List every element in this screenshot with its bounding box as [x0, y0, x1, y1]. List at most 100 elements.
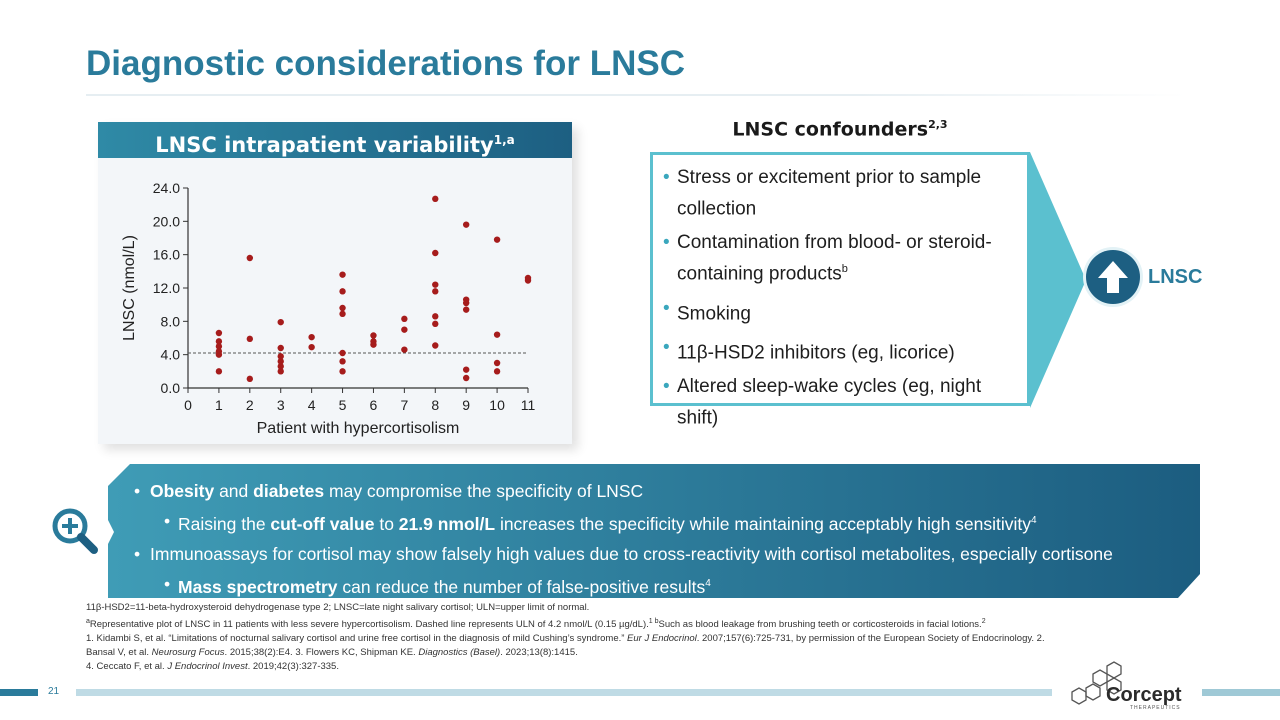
x-tick-label: 3: [277, 397, 285, 413]
x-tick-label: 8: [431, 397, 439, 413]
x-tick-label: 7: [400, 397, 408, 413]
journal: Diagnostics (Basel): [418, 647, 501, 659]
confounder-item: Smoking: [663, 296, 1017, 327]
confounder-text: 11β-HSD2 inhibitors (eg, licorice): [677, 342, 955, 364]
corcept-logo-icon: [1071, 661, 1122, 705]
data-point: [432, 195, 439, 203]
confounder-sup: b: [841, 263, 848, 276]
note-text: Representative plot of LNSC in 11 patien…: [89, 619, 649, 631]
ref-text: 1. Kidambi S, et al. “Limitations of noc…: [86, 633, 628, 645]
emph-text: 21.9 nmol/L: [398, 513, 496, 534]
data-point: [277, 358, 284, 365]
y-tick-label: 4.0: [161, 347, 181, 363]
confounders-title-text: LNSC confounders: [732, 118, 929, 141]
chevron-arrow-icon: [1030, 152, 1086, 408]
confounders-box: Stress or excitement prior to sample col…: [650, 152, 1030, 429]
y-tick-label: 24.0: [153, 180, 180, 196]
confounder-item: 11β-HSD2 inhibitors (eg, licorice): [663, 335, 1017, 366]
abbreviations: 11β-HSD2=11-beta-hydroxysteroid dehydrog…: [86, 602, 590, 613]
data-point: [339, 288, 346, 295]
x-tick-label: 6: [370, 397, 378, 413]
banner-text: Obesity and diabetes may compromise the …: [130, 476, 1190, 602]
y-tick-label: 20.0: [153, 213, 180, 229]
data-point: [308, 333, 315, 341]
data-point: [339, 358, 346, 365]
data-point: [462, 374, 470, 382]
x-tick-label: 9: [462, 397, 470, 413]
banner-subbullet: Mass spectrometry can reduce the number …: [130, 569, 1190, 602]
title-divider: [86, 94, 1186, 96]
x-axis-label: Patient with hypercortisolism: [257, 420, 460, 437]
x-tick-label: 11: [521, 397, 536, 413]
magnify-icon: [34, 494, 114, 570]
data-point: [401, 315, 408, 323]
ref-text: . 2023;13(8):1415.: [500, 647, 578, 659]
text: increases the specificity while maintain…: [495, 513, 1032, 534]
references: 1. Kidambi S, et al. “Limitations of noc…: [86, 632, 1066, 660]
text: Raising the: [178, 513, 271, 534]
chart-header-text: LNSC intrapatient variability: [155, 133, 494, 157]
confounder-text: Stress or excitement prior to sample col…: [677, 167, 982, 220]
x-tick-label: 0: [184, 397, 192, 413]
data-point: [308, 343, 315, 351]
banner-bullet: Immunoassays for cortisol may show false…: [130, 539, 1190, 569]
data-point: [277, 318, 284, 326]
references: 4. Ceccato F, et al. J Endocrinol Invest…: [86, 660, 1066, 674]
data-point: [246, 254, 254, 262]
y-tick-label: 0.0: [161, 380, 181, 396]
data-point: [524, 274, 532, 282]
x-tick-label: 4: [308, 397, 316, 413]
footnotes: 11β-HSD2=11-beta-hydroxysteroid dehydrog…: [86, 601, 1066, 674]
confounders-list: Stress or excitement prior to sample col…: [653, 155, 1027, 432]
slide-title: Diagnostic considerations for LNSC: [86, 44, 685, 83]
notes: aRepresentative plot of LNSC in 11 patie…: [86, 615, 1066, 632]
data-point: [401, 326, 408, 333]
banner-bullet: Obesity and diabetes may compromise the …: [130, 476, 1190, 506]
data-point: [246, 375, 254, 383]
ref-sup: 2: [981, 618, 986, 625]
data-point: [339, 271, 346, 278]
footer-bar: [76, 689, 1052, 696]
emph-text: cut-off value: [270, 513, 375, 534]
emph-text: Mass spectrometry: [178, 576, 338, 597]
ref-sup: 4: [1031, 515, 1037, 526]
footer-bar: [0, 689, 38, 696]
data-point: [493, 359, 501, 367]
ref-text: 4. Ceccato F, et al.: [86, 661, 168, 673]
data-point: [462, 366, 470, 373]
data-point: [493, 236, 501, 243]
x-tick-label: 5: [339, 397, 347, 413]
emph-text: diabetes: [253, 481, 325, 501]
data-point: [401, 346, 408, 353]
confounder-item: Contamination from blood- or steroid-con…: [663, 230, 1017, 287]
data-point: [215, 368, 223, 375]
y-tick-label: 12.0: [153, 280, 180, 296]
ref-sup: 4: [705, 577, 711, 589]
journal: J Endocrinol Invest: [167, 661, 248, 673]
ref-sup: 1: [648, 618, 653, 625]
text: Immunoassays for cortisol may show false…: [150, 543, 1113, 564]
data-point: [277, 363, 284, 370]
footer-bar: [1202, 689, 1280, 696]
data-point: [493, 331, 501, 338]
page-number: 21: [48, 686, 60, 697]
data-point: [462, 296, 470, 303]
confounder-text: Smoking: [677, 302, 751, 324]
ref-text: . 2015;38(2):E4. 3. Flowers KC, Shipman …: [224, 647, 419, 659]
confounder-item: Stress or excitement prior to sample col…: [663, 165, 1017, 222]
chart-panel: [98, 122, 572, 444]
journal: Eur J Endocrinol: [627, 633, 697, 645]
text: can reduce the number of false-positive …: [337, 576, 706, 597]
confounders-title: LNSC confounders2,3: [650, 118, 1030, 140]
data-point: [370, 332, 377, 339]
note-text: Such as blood leakage from brushing teet…: [658, 619, 982, 631]
data-point: [246, 335, 254, 343]
y-axis-label: LNSC (nmol/L): [121, 235, 138, 341]
data-point: [215, 348, 223, 355]
text: to: [374, 513, 399, 534]
data-point: [215, 329, 223, 337]
data-point: [432, 313, 439, 320]
data-point: [462, 306, 470, 313]
confounders-title-sup: 2,3: [928, 118, 948, 131]
confounder-text: Contamination from blood- or steroid-con…: [677, 232, 992, 285]
